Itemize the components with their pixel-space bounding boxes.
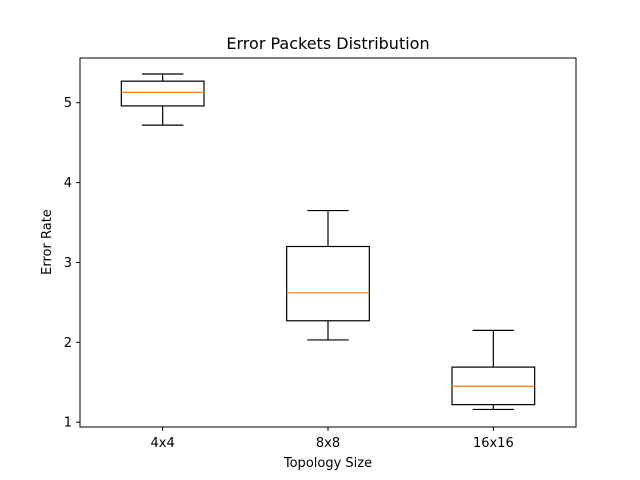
chart-title: Error Packets Distribution bbox=[226, 34, 429, 53]
y-tick-label-4: 4 bbox=[64, 176, 72, 191]
x-axis-label: Topology Size bbox=[283, 456, 372, 471]
y-axis-label: Error Rate bbox=[40, 209, 55, 275]
box-4x4 bbox=[120, 80, 205, 107]
y-tick-label-3: 3 bbox=[64, 256, 72, 271]
x-tick-label-8x8: 8x8 bbox=[316, 436, 340, 451]
x-tick-label-4x4: 4x4 bbox=[151, 436, 175, 451]
plot-area: 1 2 3 4 5 4x4 8x8 16x16 bbox=[64, 73, 536, 451]
box-8x8 bbox=[286, 245, 370, 322]
plot-frame bbox=[79, 57, 577, 428]
y-tick-label-1: 1 bbox=[64, 416, 72, 431]
y-tick-label-5: 5 bbox=[64, 96, 72, 111]
y-tick-label-2: 2 bbox=[64, 336, 72, 351]
x-tick-label-16x16: 16x16 bbox=[473, 436, 514, 451]
